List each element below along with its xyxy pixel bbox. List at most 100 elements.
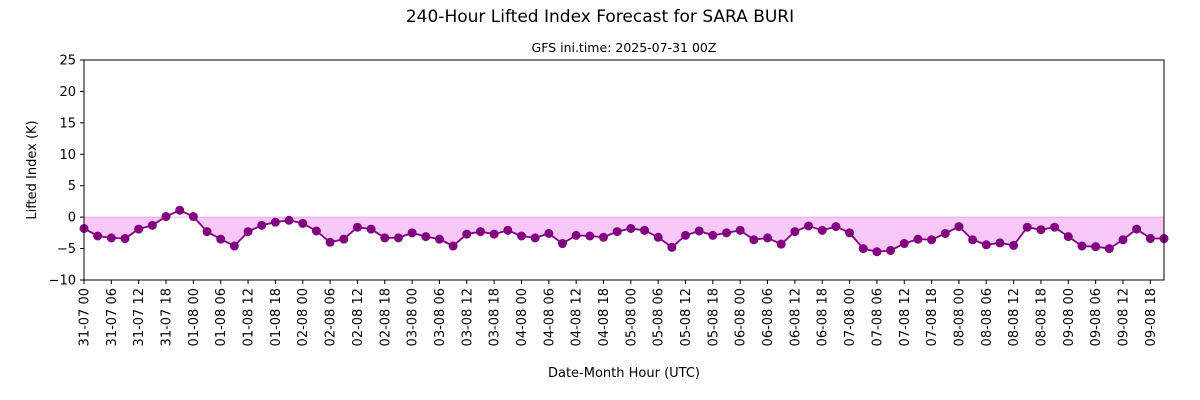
data-point-26 <box>434 234 444 244</box>
data-point-12 <box>243 227 253 237</box>
y-axis-label: Lifted Index (K) <box>25 120 40 219</box>
x-tick-label: 07-08 12 <box>898 288 913 346</box>
x-tick-label: 01-08 06 <box>214 288 229 346</box>
y-tick-label: 0 <box>68 211 76 226</box>
x-tick-label: 07-08 00 <box>843 288 858 346</box>
data-point-17 <box>311 226 321 236</box>
data-point-46 <box>708 230 718 240</box>
x-tick-label: 31-07 00 <box>78 288 93 346</box>
data-point-30 <box>489 229 499 239</box>
data-point-69 <box>1022 222 1032 232</box>
data-point-37 <box>585 231 595 241</box>
data-point-20 <box>352 222 362 232</box>
data-point-44 <box>681 230 691 240</box>
y-tick-label: −10 <box>49 274 76 289</box>
plot-area: −10 −5 0 5 10 15 20 25 31-07 00 31-07 06 31-07 12 3… <box>49 54 1169 346</box>
data-point-57 <box>858 244 868 254</box>
data-point-53 <box>804 221 814 231</box>
x-tick-label: 04-08 06 <box>542 288 557 346</box>
x-tick-label: 08-08 12 <box>1007 288 1022 346</box>
data-point-65 <box>968 235 978 245</box>
y-tick-label: 20 <box>59 85 76 100</box>
x-tick-label: 09-08 06 <box>1089 288 1104 346</box>
data-point-22 <box>380 233 390 243</box>
data-point-9 <box>202 227 212 237</box>
x-tick-label: 31-07 06 <box>105 288 120 346</box>
x-tick-label: 09-08 00 <box>1062 288 1077 346</box>
data-point-10 <box>216 234 226 244</box>
data-point-4 <box>134 224 144 234</box>
data-point-31 <box>503 225 513 235</box>
data-point-56 <box>845 228 855 238</box>
data-point-2 <box>106 233 116 243</box>
data-point-55 <box>831 222 841 232</box>
data-point-76 <box>1118 235 1128 245</box>
x-tick-label: 03-08 00 <box>406 288 421 346</box>
data-point-11 <box>229 241 239 251</box>
data-point-29 <box>475 227 485 237</box>
data-point-1 <box>93 231 103 241</box>
data-point-52 <box>790 227 800 237</box>
data-point-5 <box>147 220 157 230</box>
data-point-71 <box>1050 222 1060 232</box>
data-point-24 <box>407 228 417 238</box>
x-tick-label: 31-07 18 <box>160 288 175 346</box>
data-point-15 <box>284 215 294 225</box>
data-point-27 <box>448 241 458 251</box>
x-tick-label: 08-08 18 <box>1034 288 1049 346</box>
data-point-74 <box>1091 242 1101 252</box>
data-point-64 <box>954 222 964 232</box>
data-point-73 <box>1077 241 1087 251</box>
x-tick-label: 09-08 18 <box>1144 288 1159 346</box>
x-tick-label: 01-08 00 <box>187 288 202 346</box>
x-tick-label: 01-08 12 <box>242 288 257 346</box>
data-point-33 <box>530 233 540 243</box>
data-point-28 <box>462 229 472 239</box>
data-point-45 <box>694 226 704 236</box>
x-tick-label: 06-08 06 <box>761 288 776 346</box>
chart-subtitle: GFS ini.time: 2025-07-31 00Z <box>532 40 717 55</box>
data-point-63 <box>940 228 950 238</box>
data-point-34 <box>544 228 554 238</box>
data-point-6 <box>161 212 171 222</box>
data-point-54 <box>817 225 827 235</box>
data-point-21 <box>366 224 376 234</box>
x-tick-label: 05-08 12 <box>679 288 694 346</box>
data-point-68 <box>1009 240 1019 250</box>
x-tick-label: 31-07 12 <box>132 288 147 346</box>
x-tick-label: 06-08 18 <box>816 288 831 346</box>
data-point-39 <box>612 227 622 237</box>
data-point-14 <box>270 217 280 227</box>
x-tick-label: 02-08 18 <box>378 288 393 346</box>
x-tick-label: 07-08 18 <box>925 288 940 346</box>
x-tick-label: 06-08 00 <box>734 288 749 346</box>
data-point-38 <box>598 232 608 242</box>
data-point-77 <box>1132 224 1142 234</box>
x-tick-label: 05-08 00 <box>624 288 639 346</box>
data-point-7 <box>175 205 185 215</box>
data-point-61 <box>913 234 923 244</box>
x-tick-label: 05-08 18 <box>706 288 721 346</box>
data-point-32 <box>516 231 526 241</box>
data-point-70 <box>1036 225 1046 235</box>
x-tick-label: 02-08 12 <box>351 288 366 346</box>
data-point-75 <box>1104 244 1114 254</box>
data-point-50 <box>763 233 773 243</box>
y-tick-label: 15 <box>59 116 76 131</box>
data-point-47 <box>722 228 732 238</box>
y-tick-label: 10 <box>59 148 76 163</box>
x-tick-label: 09-08 12 <box>1116 288 1131 346</box>
data-point-72 <box>1063 232 1073 242</box>
x-tick-label: 02-08 00 <box>296 288 311 346</box>
plot-frame <box>83 59 1165 281</box>
data-point-59 <box>886 245 896 255</box>
data-point-25 <box>421 232 431 242</box>
data-point-62 <box>927 235 937 245</box>
data-point-35 <box>557 239 567 249</box>
data-point-23 <box>393 233 403 243</box>
data-point-13 <box>257 220 267 230</box>
data-point-8 <box>188 212 198 222</box>
x-tick-label: 08-08 00 <box>952 288 967 346</box>
data-point-18 <box>325 237 335 247</box>
